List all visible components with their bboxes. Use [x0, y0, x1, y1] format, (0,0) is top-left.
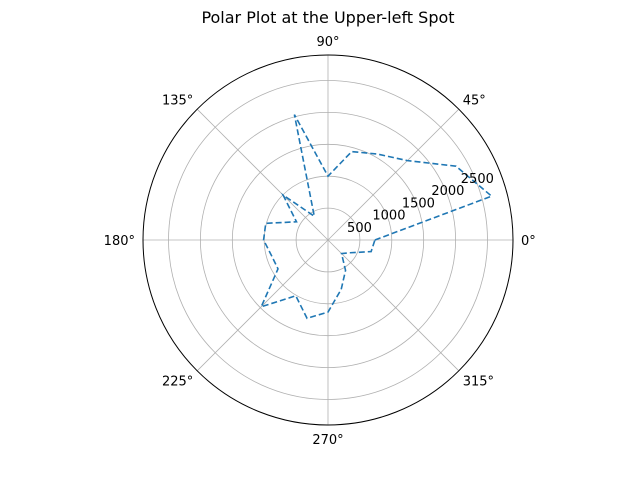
series-layer — [259, 114, 494, 320]
theta-tick-label-225: 225° — [162, 375, 193, 390]
series-line-0 — [259, 114, 494, 320]
theta-tick-label-315: 315° — [463, 375, 494, 390]
theta-tick-label-135: 135° — [162, 93, 193, 108]
theta-tick-label-90: 90° — [316, 35, 339, 50]
theta-gridline-45 — [327, 108, 460, 241]
theta-tick-label-45: 45° — [463, 93, 486, 108]
r-tick-label-1500: 1500 — [402, 196, 435, 211]
theta-tick-label-180: 180° — [104, 234, 135, 249]
r-tick-label-1000: 1000 — [372, 209, 405, 224]
r-tick-label-2500: 2500 — [461, 172, 494, 187]
theta-tick-label-270: 270° — [312, 433, 343, 448]
theta-gridline-135 — [196, 108, 329, 241]
theta-tick-label-0: 0° — [521, 234, 536, 249]
polar-grid — [142, 54, 514, 426]
polar-frame — [142, 54, 514, 426]
tick-labels: 0°45°90°135°180°225°270°315°500100015002… — [104, 35, 536, 448]
theta-gridline-315 — [327, 239, 460, 372]
r-tick-label-2000: 2000 — [431, 184, 464, 199]
chart-title: Polar Plot at the Upper-left Spot — [201, 8, 454, 27]
r-tick-label-500: 500 — [347, 221, 372, 236]
